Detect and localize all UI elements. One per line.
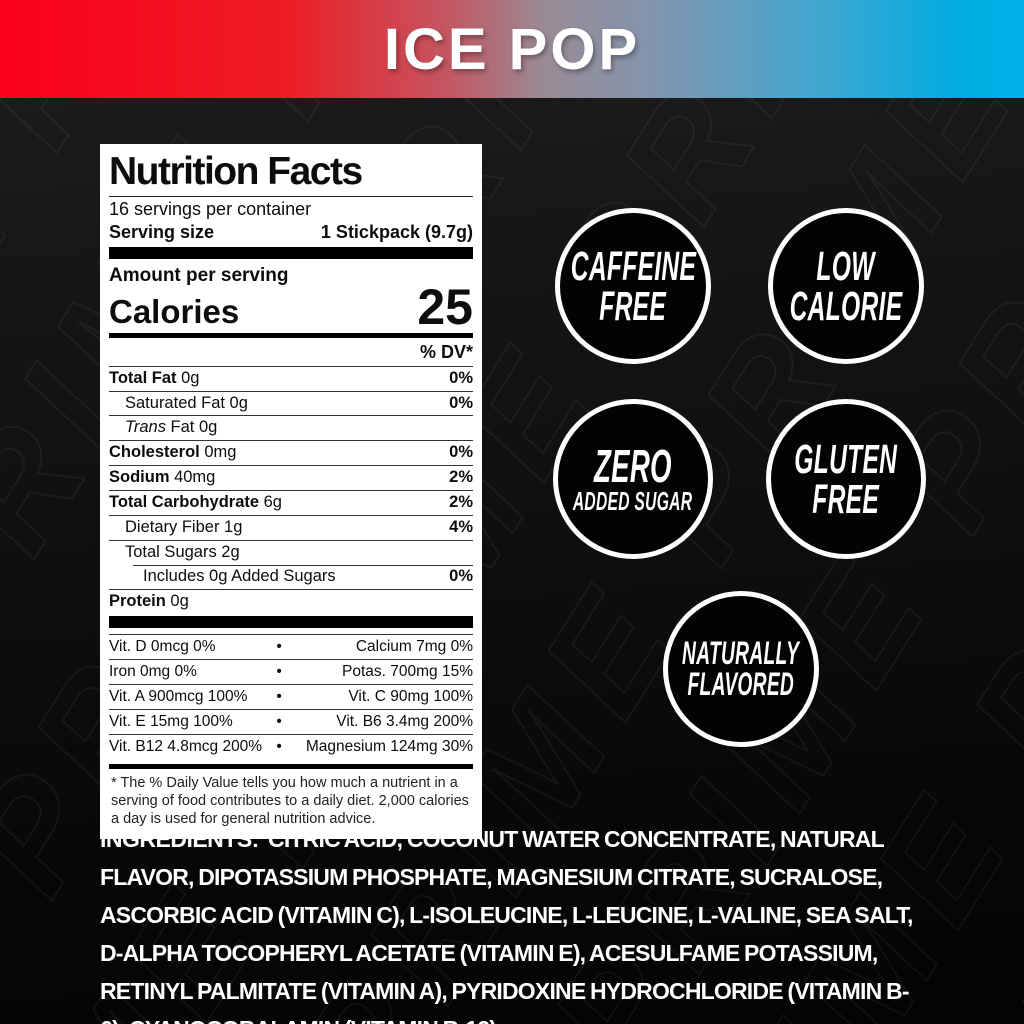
nutrient-row: Saturated Fat 0g 0% <box>109 390 473 416</box>
vitamin-right-value: Vit. B6 3.4mg 200% <box>336 713 473 731</box>
nutrient-name: Total Carbohydrate 6g <box>109 493 282 512</box>
serving-size-value: 1 Stickpack (9.7g) <box>320 221 473 242</box>
nutrient-daily-value: 0% <box>449 443 473 462</box>
badge-line-bottom: ADDED SUGAR <box>573 485 693 516</box>
thick-divider-bar <box>109 246 473 259</box>
ingredients-section: INGREDIENTS: CITRIC ACID, COCONUT WATER … <box>100 820 932 1024</box>
nutrient-row: Protein 0g <box>109 589 473 614</box>
vitamin-row: Vit. A 900mcg 100% • Vit. C 90mg 100% <box>109 684 473 709</box>
badge-line-top: ZERO <box>594 439 672 492</box>
badge-line-bottom: FREE <box>599 283 667 329</box>
nutrient-row: Cholesterol 0mg 0% <box>109 440 473 465</box>
nutrient-name: Saturated Fat 0g <box>125 393 248 412</box>
badge-naturally-flavored: NATURALLY FLAVORED <box>663 591 819 747</box>
thick-divider-bar <box>109 616 473 629</box>
nutrient-name: Total Sugars 2g <box>125 543 240 562</box>
vitamin-row: Vit. E 15mg 100% • Vit. B6 3.4mg 200% <box>109 709 473 734</box>
calories-row: Calories 25 <box>109 278 473 335</box>
vitamin-row: Iron 0mg 0% • Potas. 700mg 15% <box>109 659 473 684</box>
daily-value-footnote: * The % Daily Value tells you how much a… <box>111 775 469 828</box>
daily-value-header: % DV* <box>419 341 473 362</box>
divider <box>109 195 473 197</box>
vitamin-left-value: Vit. B12 4.8mcg 200% <box>109 738 263 756</box>
nutrient-daily-value: 0% <box>449 567 473 586</box>
bullet-separator: • <box>276 688 282 706</box>
nutrient-row: Dietary Fiber 1g 4% <box>109 515 473 540</box>
nutrient-name: Sodium 40mg <box>109 468 216 487</box>
badge-low-calorie: LOW CALORIE <box>768 208 924 364</box>
vitamin-row: Vit. D 0mcg 0% • Calcium 7mg 0% <box>109 634 473 659</box>
badge-line-bottom: CALORIE <box>789 283 903 329</box>
bullet-separator: • <box>276 713 282 731</box>
flavor-title: ICE POP <box>383 16 641 82</box>
thin-divider-bar <box>109 332 473 338</box>
serving-size-label: Serving size <box>109 221 215 242</box>
header-banner: ICE POP <box>0 0 1024 98</box>
vitamin-right-value: Calcium 7mg 0% <box>355 638 473 656</box>
bullet-separator: • <box>276 663 282 681</box>
serving-size-row: Serving size 1 Stickpack (9.7g) <box>109 222 473 243</box>
nutrient-daily-value: 2% <box>449 468 473 487</box>
vitamin-right-value: Potas. 700mg 15% <box>342 663 473 681</box>
amount-per-serving-label: Amount per serving <box>109 264 289 286</box>
nutrient-row: Total Carbohydrate 6g 2% <box>109 490 473 515</box>
calories-label: Calories <box>109 292 240 330</box>
badge-line-top: CAFFEINE <box>570 242 696 289</box>
thin-divider-bar <box>109 764 473 770</box>
nutrient-row: Includes 0g Added Sugars 0% <box>109 565 473 589</box>
vitamin-right-value: Vit. C 90mg 100% <box>348 688 473 706</box>
ingredients-label: INGREDIENTS: <box>100 826 259 852</box>
bullet-separator: • <box>276 638 282 656</box>
badge-zero-added-sugar: ZERO ADDED SUGAR <box>553 399 713 559</box>
vitamin-rows: Vit. D 0mcg 0% • Calcium 7mg 0% Iron 0mg 0%… <box>109 634 473 759</box>
badge-gluten-free: GLUTEN FREE <box>766 399 926 559</box>
badge-caffeine-free: CAFFEINE FREE <box>555 208 711 364</box>
bullet-separator: • <box>276 738 282 756</box>
vitamin-left-value: Iron 0mg 0% <box>109 663 197 681</box>
nutrient-row: Trans Fat 0g <box>109 415 473 440</box>
vitamin-left-value: Vit. A 900mcg 100% <box>109 688 248 706</box>
badge-line-bottom: FREE <box>812 476 880 522</box>
badge-line-top: GLUTEN <box>794 435 898 482</box>
ingredients-text: CITRIC ACID, COCONUT WATER CONCENTRATE, … <box>100 826 913 1024</box>
calories-value: 25 <box>417 278 473 335</box>
servings-per-container: 16 servings per container <box>109 198 312 219</box>
nutrient-daily-value: 0% <box>449 368 473 387</box>
vitamin-right-value: Magnesium 124mg 30% <box>305 738 473 756</box>
nutrient-row: Total Fat 0g 0% <box>109 365 473 391</box>
nutrient-daily-value: 4% <box>449 518 473 537</box>
nutrient-row: Total Sugars 2g <box>109 540 473 565</box>
vitamin-left-value: Vit. D 0mcg 0% <box>109 638 216 656</box>
ingredients-paragraph: INGREDIENTS: CITRIC ACID, COCONUT WATER … <box>100 820 932 1024</box>
badge-line-top: NATURALLY <box>682 634 800 671</box>
vitamin-row: Vit. B12 4.8mcg 200% • Magnesium 124mg 30% <box>109 734 473 759</box>
nutrient-name: Includes 0g Added Sugars <box>143 567 336 586</box>
vitamin-left-value: Vit. E 15mg 100% <box>109 713 233 731</box>
nutrient-name: Dietary Fiber 1g <box>125 518 243 537</box>
badge-line-bottom: FLAVORED <box>687 666 795 702</box>
nutrition-facts-panel: Nutrition Facts 16 servings per containe… <box>100 144 482 839</box>
badge-line-top: LOW <box>816 242 876 289</box>
nutrient-row: Sodium 40mg 2% <box>109 465 473 490</box>
nutrient-name: Cholesterol 0mg <box>109 443 237 462</box>
nutrient-name: Protein 0g <box>109 592 189 611</box>
nutrition-facts-title: Nutrition Facts <box>109 150 363 193</box>
nutrient-daily-value: 2% <box>449 493 473 512</box>
nutrient-rows: Total Fat 0g 0% Saturated Fat 0g 0% Trans Fa… <box>109 365 473 615</box>
nutrient-name: Total Fat 0g <box>109 368 200 387</box>
nutrient-name: Trans Fat 0g <box>125 418 218 437</box>
nutrient-daily-value: 0% <box>449 393 473 412</box>
